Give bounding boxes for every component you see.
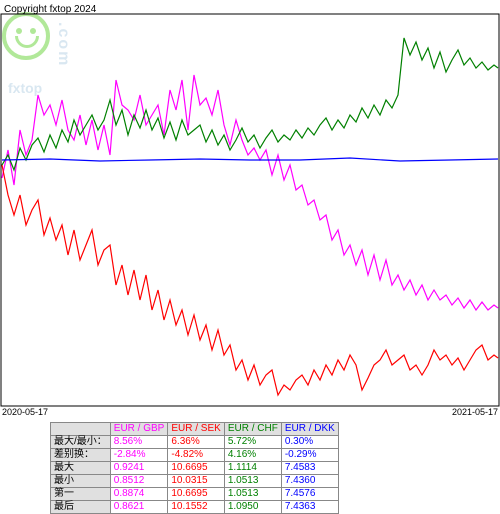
- table-cell: 1.0513: [224, 475, 281, 488]
- table-cell: -0.29%: [281, 449, 338, 462]
- table-row: 最大/最小：8.56%6.36%5.72%0.30%: [51, 436, 339, 449]
- col-header: EUR / CHF: [224, 423, 281, 436]
- row-label: 第一: [51, 488, 111, 501]
- table-cell: -2.84%: [110, 449, 168, 462]
- col-header: EUR / DKK: [281, 423, 338, 436]
- row-label: 最小: [51, 475, 111, 488]
- table-cell: 10.6695: [168, 488, 224, 501]
- series-eur---chf: [2, 38, 498, 170]
- table-cell: 1.1114: [224, 462, 281, 475]
- table-cell: 7.4360: [281, 475, 338, 488]
- table-cell: 1.0513: [224, 488, 281, 501]
- line-chart: [0, 0, 500, 420]
- table-cell: 7.4363: [281, 501, 338, 514]
- table-row: 最小0.851210.03151.05137.4360: [51, 475, 339, 488]
- copyright-text: Copyright fxtop 2024: [4, 4, 96, 15]
- table-cell: 5.72%: [224, 436, 281, 449]
- table-row: 差别换：-2.84%-4.82%4.16%-0.29%: [51, 449, 339, 462]
- table-cell: 10.0315: [168, 475, 224, 488]
- series-eur---sek: [2, 165, 498, 395]
- series-eur---dkk: [2, 158, 498, 161]
- table-row: 最后0.862110.15521.09507.4363: [51, 501, 339, 514]
- table-row: 第一0.887410.66951.05137.4576: [51, 488, 339, 501]
- table-cell: 6.36%: [168, 436, 224, 449]
- table-cell: 4.16%: [224, 449, 281, 462]
- table-cell: -4.82%: [168, 449, 224, 462]
- table-row: 最大0.924110.66951.11147.4583: [51, 462, 339, 475]
- table-cell: 10.1552: [168, 501, 224, 514]
- table-cell: 0.8621: [110, 501, 168, 514]
- table-cell: 7.4583: [281, 462, 338, 475]
- table-cell: 0.30%: [281, 436, 338, 449]
- row-label: 最大/最小：: [51, 436, 111, 449]
- col-header: EUR / SEK: [168, 423, 224, 436]
- chart-container: Copyright fxtop 2024 .com fxtop 2020-05-…: [0, 0, 500, 420]
- table-cell: 7.4576: [281, 488, 338, 501]
- row-label: 最大: [51, 462, 111, 475]
- summary-table: EUR / GBP EUR / SEK EUR / CHF EUR / DKK …: [50, 422, 339, 514]
- row-label: 最后: [51, 501, 111, 514]
- table-cell: 10.6695: [168, 462, 224, 475]
- header-blank: [51, 423, 111, 436]
- row-label: 差别换：: [51, 449, 111, 462]
- table-cell: 0.8874: [110, 488, 168, 501]
- table-cell: 8.56%: [110, 436, 168, 449]
- col-header: EUR / GBP: [110, 423, 168, 436]
- table-cell: 0.9241: [110, 462, 168, 475]
- series-eur---gbp: [2, 75, 498, 310]
- table-cell: 1.0950: [224, 501, 281, 514]
- table-cell: 0.8512: [110, 475, 168, 488]
- table-header-row: EUR / GBP EUR / SEK EUR / CHF EUR / DKK: [51, 423, 339, 436]
